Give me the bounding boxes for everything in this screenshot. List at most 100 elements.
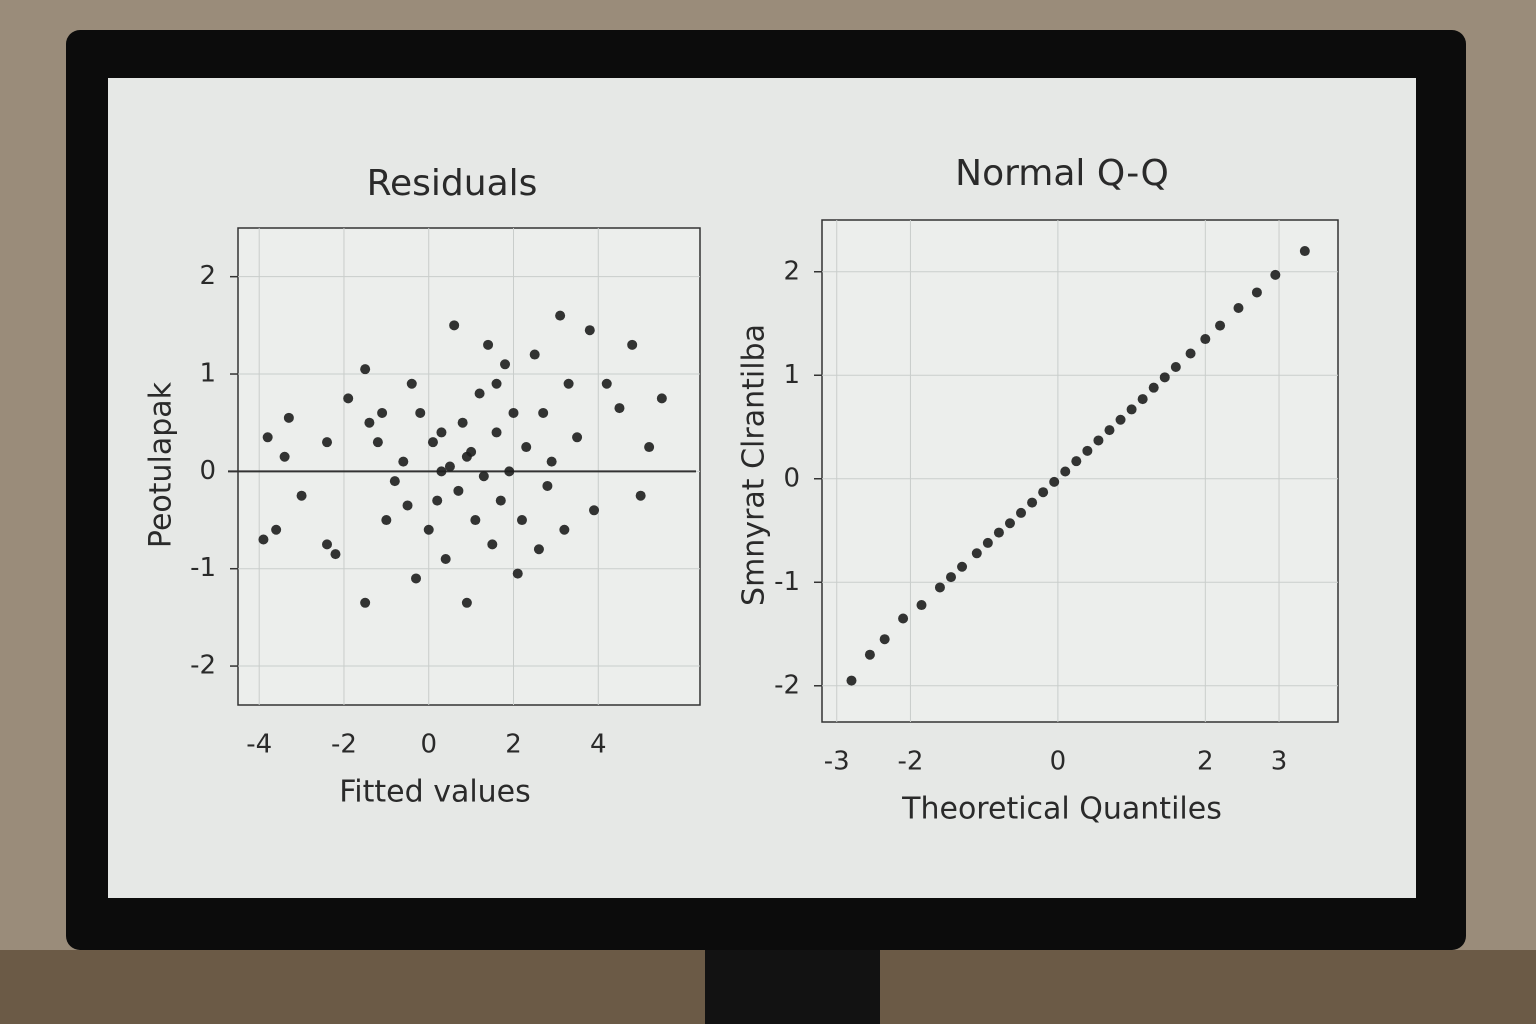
point <box>423 524 434 535</box>
y-tick-label: 1 <box>783 360 800 390</box>
x-tick-label: 2 <box>505 730 522 760</box>
point <box>1027 497 1038 508</box>
point <box>864 649 875 660</box>
point <box>656 393 667 404</box>
point <box>487 539 498 550</box>
point <box>563 378 574 389</box>
point <box>436 466 447 477</box>
point <box>538 407 549 418</box>
point <box>1038 487 1049 498</box>
point <box>343 393 354 404</box>
x-tick-label: -4 <box>246 730 272 760</box>
point <box>508 407 519 418</box>
plot-area <box>237 227 701 706</box>
point <box>377 407 388 418</box>
point <box>1004 518 1015 529</box>
point <box>322 437 333 448</box>
plot-area <box>821 219 1339 723</box>
point <box>614 403 625 414</box>
point <box>627 339 638 350</box>
y-tick-label: -1 <box>774 567 800 597</box>
point <box>449 320 460 331</box>
chart-title: Normal Q-Q <box>955 153 1169 194</box>
point <box>559 524 570 535</box>
point <box>478 471 489 482</box>
point <box>360 597 371 608</box>
point <box>993 527 1004 538</box>
point <box>1170 361 1181 372</box>
point <box>1104 425 1115 436</box>
point <box>542 480 553 491</box>
y-tick-label: 0 <box>783 463 800 493</box>
point <box>1071 456 1082 467</box>
point <box>1016 507 1027 518</box>
point <box>1115 414 1126 425</box>
point <box>279 451 290 462</box>
x-axis-label: Theoretical Quantiles <box>901 792 1222 827</box>
point <box>411 573 422 584</box>
x-tick-label: -2 <box>897 747 923 777</box>
point <box>1185 348 1196 359</box>
y-tick-label: 1 <box>199 359 216 389</box>
point <box>572 432 583 443</box>
point <box>879 634 890 645</box>
point <box>432 495 443 506</box>
point <box>262 432 273 443</box>
point <box>1093 435 1104 446</box>
point <box>440 553 451 564</box>
point <box>436 427 447 438</box>
point <box>521 442 532 453</box>
point <box>1082 445 1093 456</box>
point <box>322 539 333 550</box>
point <box>957 561 968 572</box>
point <box>474 388 485 399</box>
point <box>529 349 540 360</box>
point <box>635 490 646 501</box>
point <box>1159 372 1170 383</box>
point <box>398 456 409 467</box>
point <box>584 325 595 336</box>
x-tick-label: -3 <box>824 747 850 777</box>
point <box>500 359 511 370</box>
point <box>898 613 909 624</box>
point <box>483 339 494 350</box>
point <box>495 495 506 506</box>
point <box>457 417 468 428</box>
point <box>971 548 982 559</box>
point <box>1270 269 1281 280</box>
point <box>601 378 612 389</box>
y-tick-label: -2 <box>190 651 216 681</box>
point <box>1148 382 1159 393</box>
point <box>372 437 383 448</box>
point <box>512 568 523 579</box>
point <box>533 544 544 555</box>
y-axis-label: Peotulapak <box>144 381 179 548</box>
point <box>402 500 413 511</box>
x-tick-label: 2 <box>1197 747 1214 777</box>
point <box>381 515 392 526</box>
x-tick-label: 0 <box>1050 747 1067 777</box>
point <box>589 505 600 516</box>
point <box>296 490 307 501</box>
point <box>546 456 557 467</box>
point <box>491 427 502 438</box>
point <box>1200 334 1211 345</box>
x-tick-label: 0 <box>420 730 437 760</box>
point <box>330 549 341 560</box>
point <box>283 412 294 423</box>
point <box>1251 287 1262 298</box>
point <box>946 572 956 583</box>
x-axis-label: Fitted values <box>339 775 531 810</box>
point <box>444 461 455 472</box>
point <box>453 485 464 496</box>
point <box>1233 302 1244 313</box>
point <box>427 437 438 448</box>
point <box>271 524 282 535</box>
point <box>415 407 426 418</box>
point <box>504 466 515 477</box>
y-tick-label: 2 <box>783 256 800 286</box>
x-tick-label: -2 <box>331 730 357 760</box>
point <box>389 476 400 487</box>
